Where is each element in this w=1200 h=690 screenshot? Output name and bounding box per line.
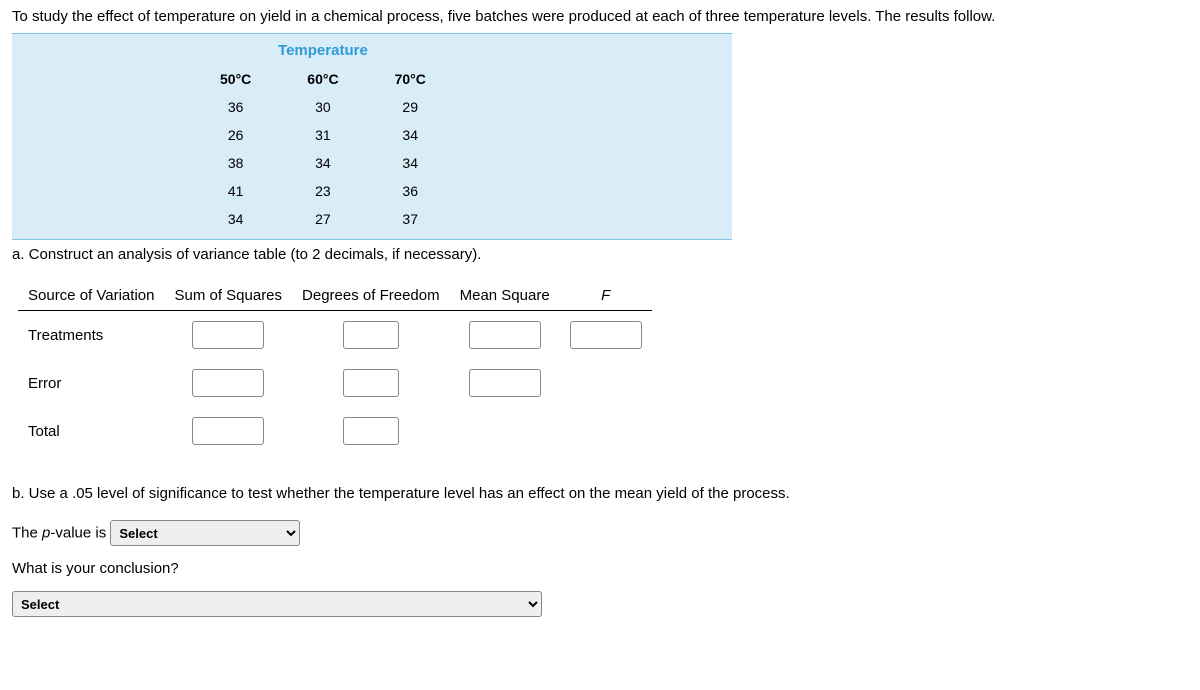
- pvalue-select[interactable]: Select: [110, 520, 300, 546]
- col-header-50c: 50°C: [192, 65, 279, 93]
- anova-header-ms: Mean Square: [450, 281, 560, 311]
- anova-header-f: F: [560, 281, 652, 311]
- conclusion-label: What is your conclusion?: [12, 560, 1188, 577]
- anova-row-total: Total: [18, 407, 652, 455]
- data-cell: 23: [279, 177, 366, 205]
- anova-header-ss: Sum of Squares: [164, 281, 292, 311]
- pvalue-label-pre: The: [12, 525, 42, 542]
- temperature-header: Temperature: [192, 38, 454, 65]
- data-cell: 38: [192, 149, 279, 177]
- data-cell: 27: [279, 205, 366, 233]
- total-df-input[interactable]: [343, 417, 399, 445]
- data-cell: 41: [192, 177, 279, 205]
- anova-header-source: Source of Variation: [18, 281, 164, 311]
- data-cell: 36: [367, 177, 454, 205]
- anova-label-total: Total: [18, 407, 164, 455]
- part-a-text: a. Construct an analysis of variance tab…: [12, 246, 1188, 263]
- anova-table: Source of Variation Sum of Squares Degre…: [18, 281, 652, 455]
- anova-label-treatments: Treatments: [18, 311, 164, 360]
- data-cell: 34: [279, 149, 366, 177]
- data-cell: 37: [367, 205, 454, 233]
- data-cell: 34: [367, 121, 454, 149]
- table-row: 41 23 36: [192, 177, 454, 205]
- treatments-f-input[interactable]: [570, 321, 642, 349]
- anova-header-df: Degrees of Freedom: [292, 281, 450, 311]
- treatments-ms-input[interactable]: [469, 321, 541, 349]
- data-cell: 30: [279, 93, 366, 121]
- treatments-ss-input[interactable]: [192, 321, 264, 349]
- total-ss-input[interactable]: [192, 417, 264, 445]
- error-df-input[interactable]: [343, 369, 399, 397]
- data-cell: 34: [192, 205, 279, 233]
- anova-row-error: Error: [18, 359, 652, 407]
- data-table-container: Temperature 50°C 60°C 70°C 36 30 29 26 3…: [12, 33, 732, 240]
- anova-row-treatments: Treatments: [18, 311, 652, 360]
- col-header-60c: 60°C: [279, 65, 366, 93]
- data-cell: 29: [367, 93, 454, 121]
- error-ms-input[interactable]: [469, 369, 541, 397]
- data-cell: 31: [279, 121, 366, 149]
- treatments-df-input[interactable]: [343, 321, 399, 349]
- data-cell: 36: [192, 93, 279, 121]
- pvalue-label-post: -value is: [50, 525, 106, 542]
- anova-label-error: Error: [18, 359, 164, 407]
- part-b-text: b. Use a .05 level of significance to te…: [12, 485, 1188, 502]
- temperature-data-table: Temperature 50°C 60°C 70°C 36 30 29 26 3…: [192, 38, 454, 233]
- table-row: 36 30 29: [192, 93, 454, 121]
- table-row: 38 34 34: [192, 149, 454, 177]
- table-row: 34 27 37: [192, 205, 454, 233]
- data-cell: 26: [192, 121, 279, 149]
- data-cell: 34: [367, 149, 454, 177]
- conclusion-select[interactable]: Select: [12, 591, 542, 617]
- intro-text: To study the effect of temperature on yi…: [12, 8, 1188, 25]
- col-header-70c: 70°C: [367, 65, 454, 93]
- table-row: 26 31 34: [192, 121, 454, 149]
- pvalue-line: The p-value is Select: [12, 520, 1188, 546]
- error-ss-input[interactable]: [192, 369, 264, 397]
